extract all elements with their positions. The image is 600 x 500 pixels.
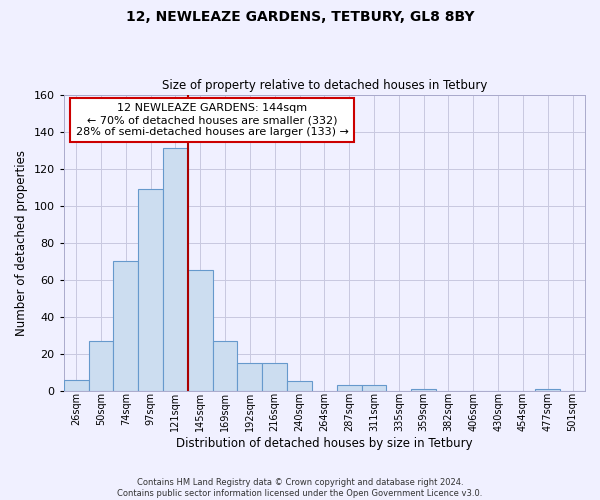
Bar <box>337 385 362 390</box>
Bar <box>362 385 386 390</box>
Text: Contains HM Land Registry data © Crown copyright and database right 2024.
Contai: Contains HM Land Registry data © Crown c… <box>118 478 482 498</box>
X-axis label: Distribution of detached houses by size in Tetbury: Distribution of detached houses by size … <box>176 437 473 450</box>
Title: Size of property relative to detached houses in Tetbury: Size of property relative to detached ho… <box>161 79 487 92</box>
Bar <box>138 189 163 390</box>
Bar <box>64 380 89 390</box>
Bar <box>188 270 212 390</box>
Bar <box>411 389 436 390</box>
Bar <box>113 261 138 390</box>
Bar <box>262 363 287 390</box>
Bar <box>287 382 312 390</box>
Bar <box>238 363 262 390</box>
Y-axis label: Number of detached properties: Number of detached properties <box>15 150 28 336</box>
Bar <box>535 389 560 390</box>
Text: 12 NEWLEAZE GARDENS: 144sqm
← 70% of detached houses are smaller (332)
28% of se: 12 NEWLEAZE GARDENS: 144sqm ← 70% of det… <box>76 104 349 136</box>
Bar <box>163 148 188 390</box>
Bar <box>89 340 113 390</box>
Bar <box>212 340 238 390</box>
Text: 12, NEWLEAZE GARDENS, TETBURY, GL8 8BY: 12, NEWLEAZE GARDENS, TETBURY, GL8 8BY <box>126 10 474 24</box>
